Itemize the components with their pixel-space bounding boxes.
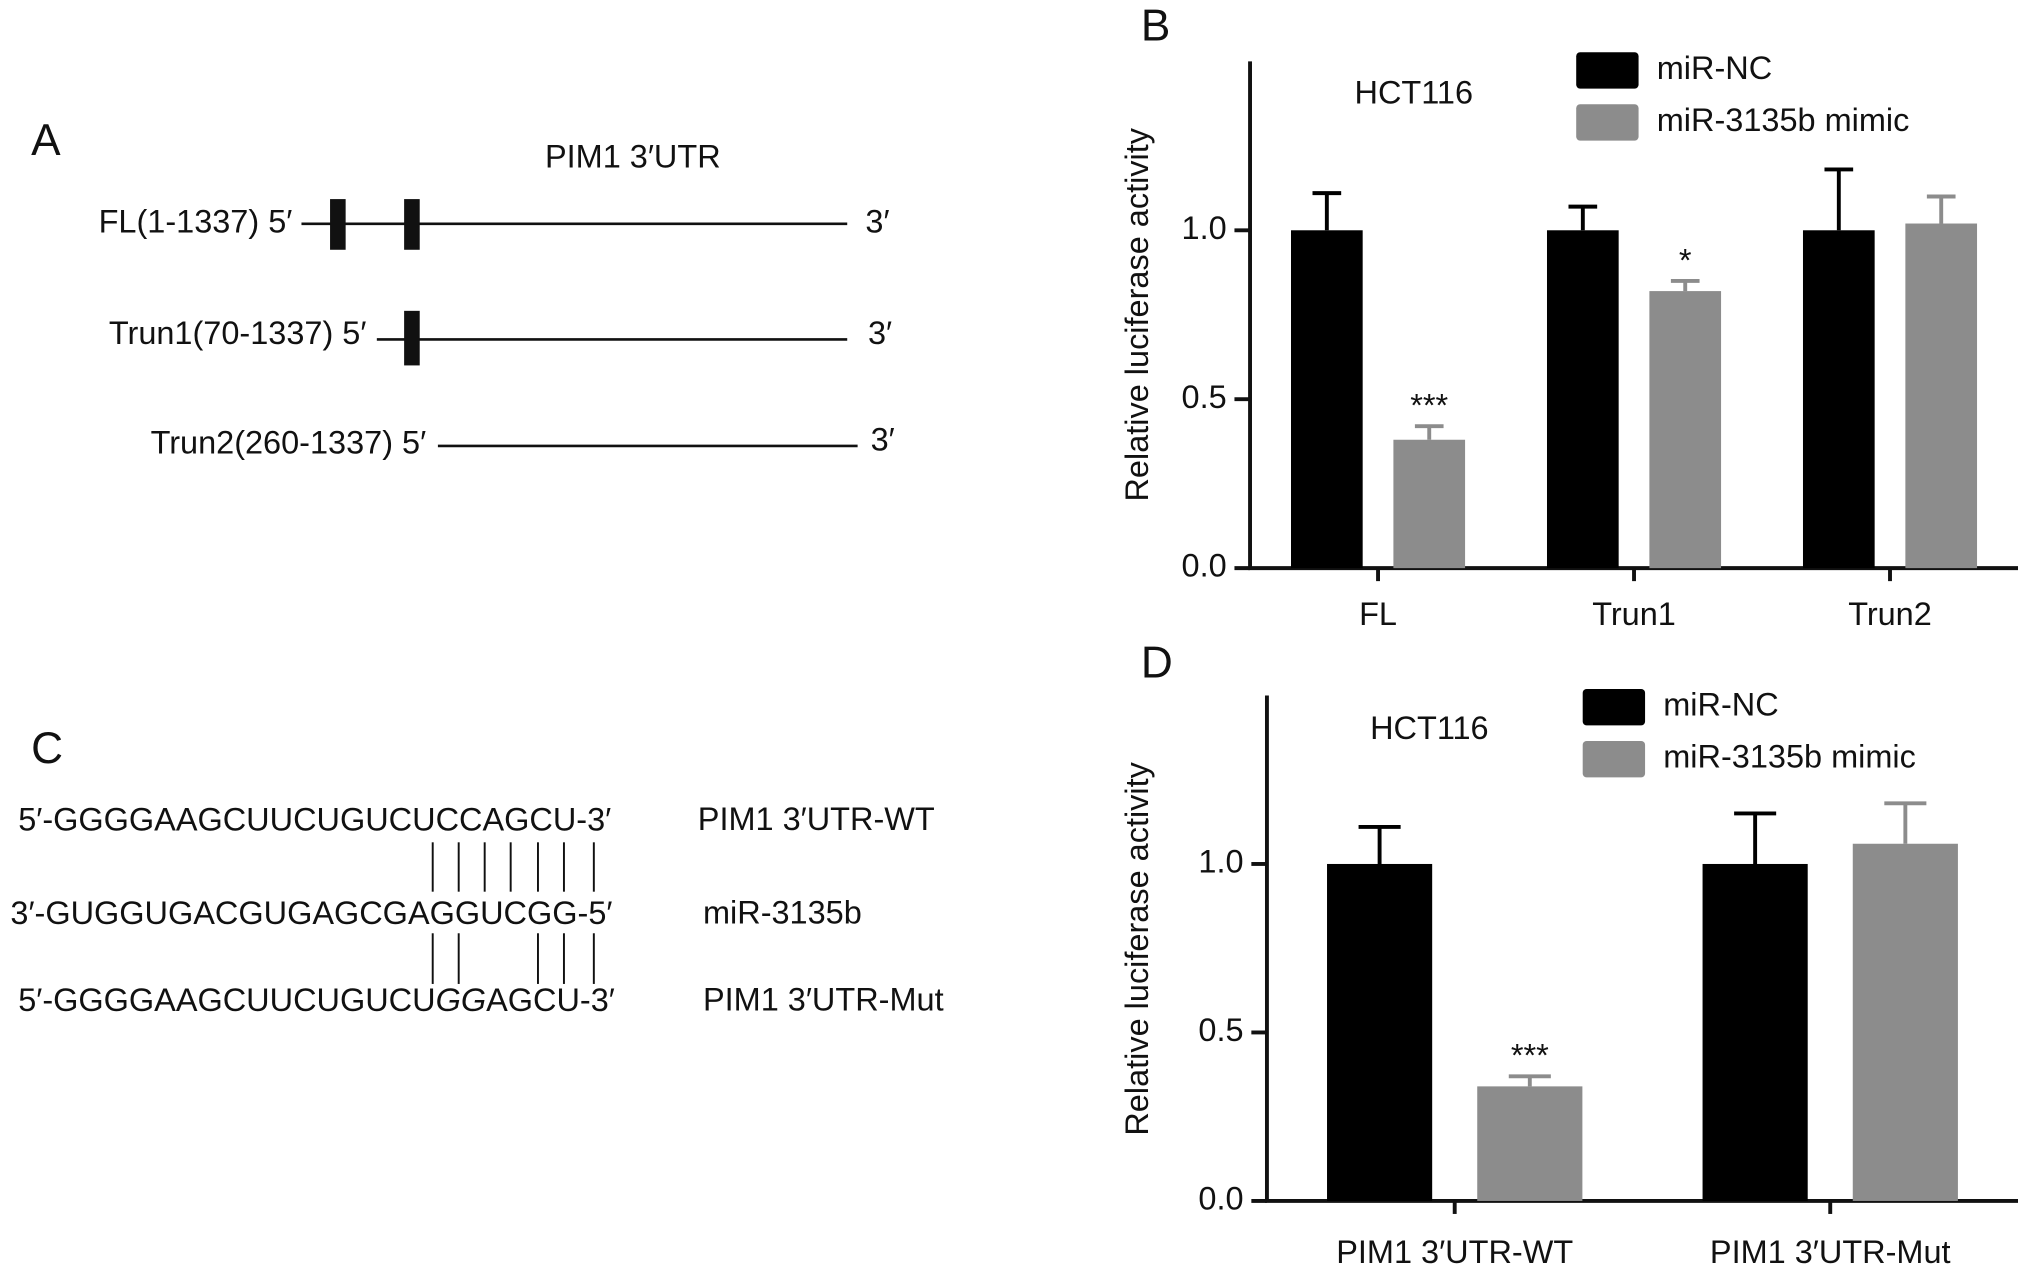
sequence-name: PIM1 3′UTR-WT	[698, 801, 935, 837]
legend-label: miR-NC	[1663, 687, 1778, 723]
site-box	[404, 199, 420, 250]
bar	[1649, 291, 1722, 569]
legend-label: miR-3135b mimic	[1657, 102, 1910, 138]
significance-label: ***	[1511, 1038, 1549, 1074]
sequence-part: 5′-GGGGAAGCUUCUGUCUCCAGCU-3′	[18, 801, 611, 837]
construct-end: 3′	[871, 422, 895, 458]
legend-swatch	[1576, 104, 1639, 141]
panel-label: D	[1141, 638, 1173, 687]
legend-label: miR-3135b mimic	[1663, 739, 1916, 775]
panel-label: C	[31, 724, 63, 773]
x-tick-label: FL	[1359, 596, 1397, 632]
sequence-name: miR-3135b	[703, 895, 862, 931]
error-bar	[1414, 424, 1444, 440]
y-tick-label: 0.5	[1182, 379, 1227, 415]
construct-end: 3′	[865, 203, 889, 239]
y-tick-label: 0.5	[1198, 1012, 1243, 1048]
x-tick-label: Trun2	[1848, 596, 1932, 632]
construct-end: 3′	[868, 315, 892, 351]
legend-swatch	[1582, 740, 1646, 778]
bar	[1393, 439, 1466, 569]
error-bar	[1508, 1074, 1551, 1087]
error-bar	[1312, 191, 1342, 231]
x-tick-label: PIM1 3′UTR-Mut	[1710, 1234, 1951, 1270]
sequence-part: GG	[436, 982, 487, 1018]
bar	[1702, 863, 1808, 1201]
panel-label: B	[1141, 2, 1170, 51]
legend-swatch	[1576, 52, 1639, 89]
y-tick-label: 1.0	[1198, 844, 1243, 880]
bar	[1802, 230, 1875, 569]
bar	[1905, 223, 1978, 569]
pairing-lines	[431, 842, 595, 984]
y-tick-label: 0.0	[1198, 1181, 1243, 1217]
error-bar	[1568, 204, 1598, 231]
bar	[1327, 863, 1433, 1201]
x-tick-label: Trun1	[1592, 596, 1676, 632]
y-axis-label: Relative luciferase activity	[1119, 127, 1155, 501]
chart-title: HCT116	[1370, 710, 1488, 746]
sequence-part: AGCU-3′	[486, 982, 615, 1018]
error-bar	[1358, 824, 1401, 864]
significance-label: *	[1679, 242, 1692, 278]
error-bar	[1824, 167, 1854, 231]
legend-swatch	[1582, 688, 1646, 726]
panel-label: A	[31, 116, 61, 165]
legend-label: miR-NC	[1657, 50, 1772, 86]
sequence-part: 5′-GGGGAAGCUUCUGUCU	[18, 982, 435, 1018]
y-axis-label: Relative luciferase activity	[1119, 761, 1155, 1135]
bar-chart: B HCT116 Relative luciferase activity 0.0 0.…	[1119, 2, 2019, 632]
construct-name: Trun2(260-1337) 5′	[151, 424, 427, 460]
y-tick-label: 1.0	[1182, 210, 1227, 246]
error-bar	[1884, 801, 1927, 844]
bar	[1477, 1086, 1583, 1201]
sequence: 5′-GGGGAAGCUUCUGUCUCCAGCU-3′	[18, 801, 611, 837]
panel-title: PIM1 3′UTR	[545, 138, 721, 174]
y-tick-label: 0.0	[1182, 548, 1227, 584]
construct-name: Trun1(70-1337) 5′	[109, 315, 367, 351]
sequence: 3′-GUGGUGACGUGAGCGAGGUCGG-5′	[10, 895, 612, 931]
bar	[1546, 230, 1619, 569]
sequence-part: 3′-GUGGUGACGUGAGCGAGGUCGG-5′	[10, 895, 612, 931]
significance-label: ***	[1410, 388, 1448, 424]
site-box	[404, 310, 420, 366]
x-tick-label: PIM1 3′UTR-WT	[1336, 1234, 1573, 1270]
construct-name: FL(1-1337) 5′	[99, 203, 293, 239]
bar	[1291, 230, 1363, 569]
error-bar	[1734, 811, 1777, 864]
error-bar	[1670, 279, 1700, 292]
chart-title: HCT116	[1355, 75, 1474, 111]
error-bar	[1926, 194, 1956, 224]
bar	[1852, 843, 1958, 1201]
sequence: 5′-GGGGAAGCUUCUGUCUGGAGCU-3′	[18, 982, 615, 1018]
site-box	[330, 199, 346, 250]
sequence-name: PIM1 3′UTR-Mut	[703, 982, 944, 1018]
bar-chart: D HCT116 Relative luciferase activity 0.0 0.…	[1119, 638, 2019, 1270]
